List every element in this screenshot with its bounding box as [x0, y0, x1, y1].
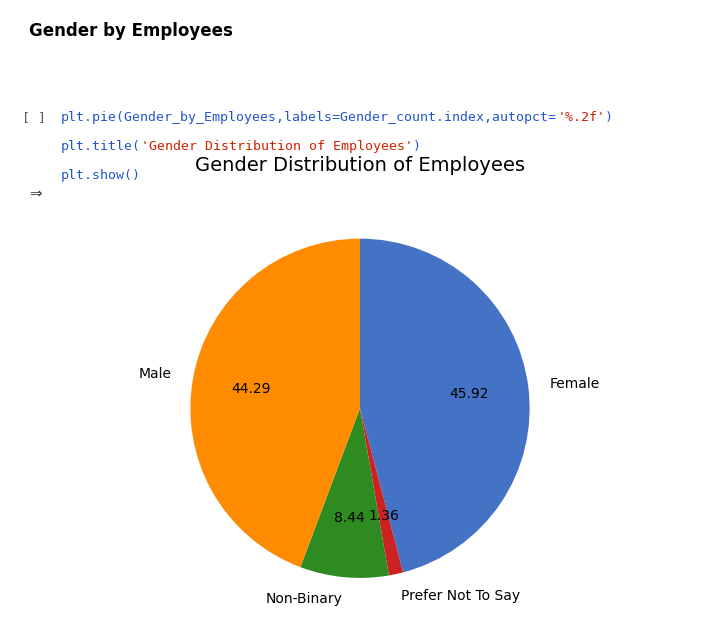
- Text: Female: Female: [550, 377, 600, 391]
- Text: ): ): [413, 140, 421, 153]
- Text: Male: Male: [138, 367, 171, 381]
- Text: 44.29: 44.29: [232, 382, 271, 396]
- Text: ⇒: ⇒: [29, 187, 42, 202]
- Text: 'Gender Distribution of Employees': 'Gender Distribution of Employees': [141, 140, 413, 153]
- Title: Gender Distribution of Employees: Gender Distribution of Employees: [195, 156, 525, 175]
- Text: Gender by Employees: Gender by Employees: [29, 22, 233, 40]
- Wedge shape: [360, 408, 403, 575]
- Text: '%.2f': '%.2f': [557, 111, 606, 123]
- Wedge shape: [360, 239, 530, 572]
- Text: ): ): [606, 111, 613, 123]
- Text: [ ]: [ ]: [22, 111, 45, 123]
- Text: plt.title(: plt.title(: [61, 140, 141, 153]
- Text: 1.36: 1.36: [368, 509, 399, 523]
- Text: Prefer Not To Say: Prefer Not To Say: [401, 589, 520, 603]
- Text: Non-Binary: Non-Binary: [265, 592, 342, 606]
- Text: plt.pie(Gender_by_Employees,labels=Gender_count.index,autopct=: plt.pie(Gender_by_Employees,labels=Gende…: [61, 111, 557, 123]
- Text: 8.44: 8.44: [334, 511, 365, 525]
- Text: plt.show(): plt.show(): [61, 169, 141, 182]
- Text: 45.92: 45.92: [449, 387, 489, 401]
- Wedge shape: [190, 239, 360, 567]
- Wedge shape: [300, 408, 389, 578]
